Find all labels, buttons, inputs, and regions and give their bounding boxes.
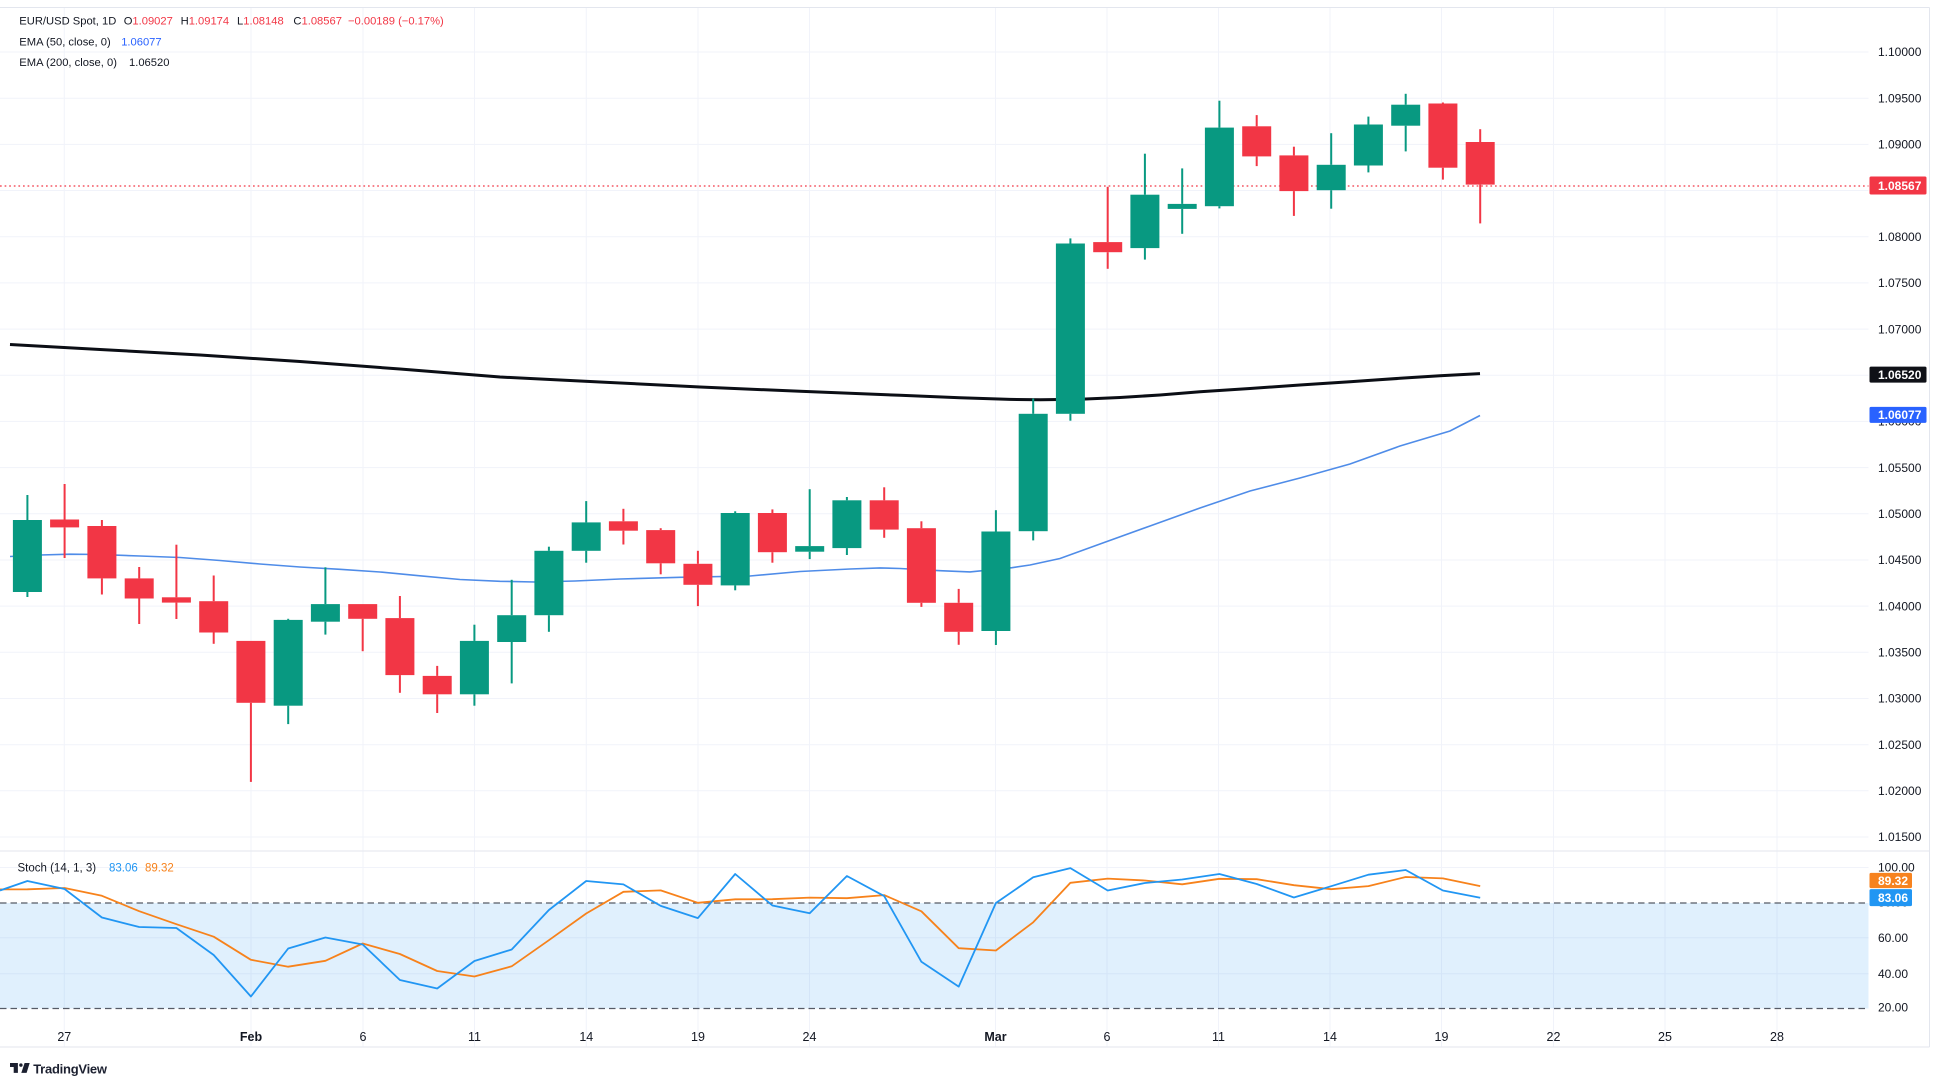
svg-text:11: 11 xyxy=(1212,1030,1225,1044)
svg-text:1.03000: 1.03000 xyxy=(1878,692,1922,706)
svg-text:28: 28 xyxy=(1770,1030,1784,1044)
svg-text:EUR/USD Spot, 1D: EUR/USD Spot, 1D xyxy=(19,16,116,28)
svg-text:40.00: 40.00 xyxy=(1878,967,1908,981)
svg-text:1.06077: 1.06077 xyxy=(121,37,161,49)
svg-text:H1.09174: H1.09174 xyxy=(181,16,230,28)
svg-text:1.07500: 1.07500 xyxy=(1878,276,1922,290)
svg-text:6: 6 xyxy=(1104,1030,1111,1044)
svg-text:89.32: 89.32 xyxy=(145,863,174,875)
svg-text:TradingView: TradingView xyxy=(33,1061,108,1076)
svg-text:1.03500: 1.03500 xyxy=(1878,646,1922,660)
svg-text:1.06520: 1.06520 xyxy=(129,57,169,69)
svg-text:11: 11 xyxy=(468,1030,481,1044)
svg-text:1.02000: 1.02000 xyxy=(1878,784,1922,798)
svg-text:O1.09027: O1.09027 xyxy=(124,16,173,28)
svg-text:1.10000: 1.10000 xyxy=(1878,45,1922,59)
svg-text:Feb: Feb xyxy=(240,1030,263,1044)
svg-text:1.02500: 1.02500 xyxy=(1878,738,1922,752)
svg-text:1.09000: 1.09000 xyxy=(1878,138,1922,152)
svg-text:Mar: Mar xyxy=(984,1030,1006,1044)
svg-text:1.06520: 1.06520 xyxy=(1878,368,1922,382)
svg-text:1.06077: 1.06077 xyxy=(1878,408,1922,422)
svg-text:1.01500: 1.01500 xyxy=(1878,830,1922,844)
svg-text:EMA (50, close, 0): EMA (50, close, 0) xyxy=(19,37,111,49)
svg-text:14: 14 xyxy=(1323,1030,1337,1044)
svg-text:100.00: 100.00 xyxy=(1878,861,1915,875)
svg-text:1.04500: 1.04500 xyxy=(1878,553,1922,567)
svg-text:20.00: 20.00 xyxy=(1878,1001,1908,1015)
svg-text:Stoch (14, 1, 3): Stoch (14, 1, 3) xyxy=(18,863,97,875)
svg-text:83.06: 83.06 xyxy=(109,863,138,875)
svg-text:83.06: 83.06 xyxy=(1878,891,1908,905)
svg-text:22: 22 xyxy=(1547,1030,1561,1044)
svg-text:60.00: 60.00 xyxy=(1878,931,1908,945)
svg-text:1.05500: 1.05500 xyxy=(1878,461,1922,475)
svg-text:6: 6 xyxy=(360,1030,367,1044)
svg-text:EMA (200, close, 0): EMA (200, close, 0) xyxy=(19,57,117,69)
svg-text:1.05000: 1.05000 xyxy=(1878,507,1922,521)
svg-text:24: 24 xyxy=(803,1030,817,1044)
svg-text:−0.00189 (−0.17%): −0.00189 (−0.17%) xyxy=(348,16,444,28)
svg-text:27: 27 xyxy=(57,1030,71,1044)
svg-text:89.32: 89.32 xyxy=(1878,874,1908,888)
svg-text:14: 14 xyxy=(579,1030,593,1044)
svg-text:L1.08148: L1.08148 xyxy=(237,16,284,28)
svg-text:C1.08567: C1.08567 xyxy=(293,16,342,28)
svg-text:1.04000: 1.04000 xyxy=(1878,599,1922,613)
svg-text:1.08567: 1.08567 xyxy=(1878,179,1922,193)
svg-text:1.08000: 1.08000 xyxy=(1878,230,1922,244)
svg-text:1.09500: 1.09500 xyxy=(1878,91,1922,105)
svg-text:1.07000: 1.07000 xyxy=(1878,322,1922,336)
svg-text:19: 19 xyxy=(691,1030,705,1044)
svg-text:19: 19 xyxy=(1435,1030,1449,1044)
svg-text:25: 25 xyxy=(1658,1030,1672,1044)
